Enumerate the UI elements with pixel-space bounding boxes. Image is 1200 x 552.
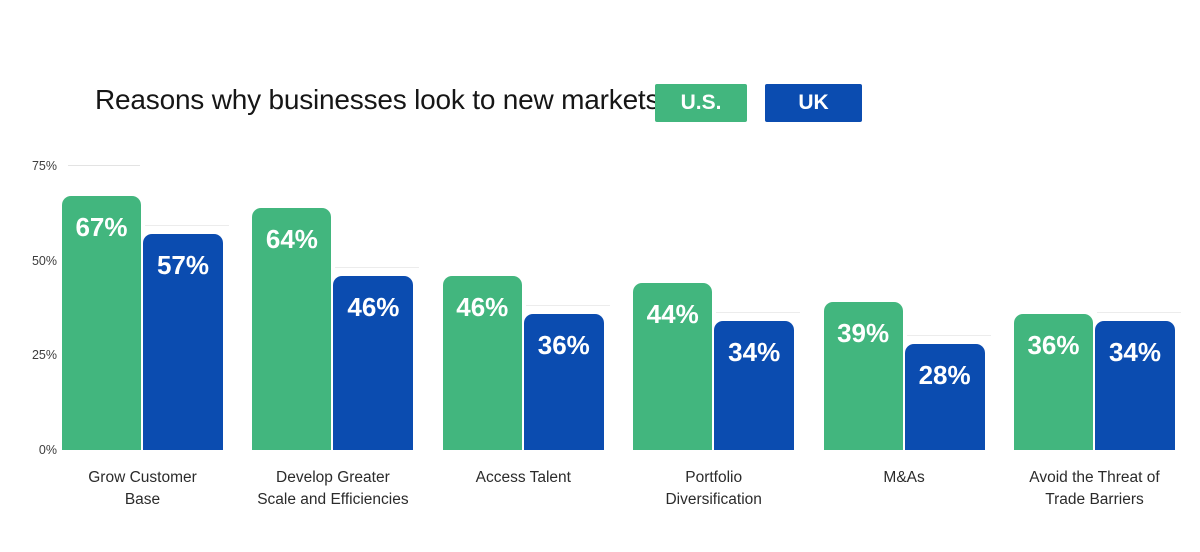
bar-value-label-us: 36% xyxy=(1027,330,1080,360)
y-axis-tick-75: 75% xyxy=(31,159,57,173)
bar-value-label-us: 39% xyxy=(837,318,890,348)
bar-value-label-uk: 46% xyxy=(347,292,400,322)
bar-us-1: 64% xyxy=(252,208,332,450)
bar-value-label-uk: 57% xyxy=(156,250,210,280)
bar-us-4: 39% xyxy=(823,302,903,450)
category-label-line: Portfolio xyxy=(685,469,743,486)
bar-us-5: 36% xyxy=(1014,314,1093,450)
ghost-gridline xyxy=(906,335,991,336)
category-label-line: Develop Greater xyxy=(276,469,390,486)
category-label-2: Access Talent xyxy=(423,467,623,489)
category-label-line: Diversification xyxy=(665,491,762,508)
ghost-gridline xyxy=(716,312,801,313)
bar-us-0: 67% xyxy=(62,196,141,450)
y-axis-tick-50: 50% xyxy=(31,253,57,268)
bar-value-label-us: 44% xyxy=(646,299,699,329)
bar-uk-5: 34% xyxy=(1095,321,1175,450)
category-label-line: Grow Customer xyxy=(88,469,197,486)
category-label-1: Develop Greater Scale and Efficiencies xyxy=(233,467,433,511)
y-axis-tick-0: 0% xyxy=(38,443,57,457)
bar-value-label-us: 64% xyxy=(265,224,318,254)
bar-value-label-uk: 34% xyxy=(1108,337,1162,367)
category-label-line: Scale and Efficiencies xyxy=(257,491,409,508)
bar-value-label-us: 46% xyxy=(456,292,509,322)
category-label-3: Portfolio Diversification xyxy=(614,467,814,511)
legend-item-us[interactable]: U.S. xyxy=(655,84,747,122)
ghost-gridline xyxy=(525,305,610,306)
category-label-0: Grow Customer Base xyxy=(43,467,243,511)
gridline-75 xyxy=(68,165,140,166)
category-label-line: Avoid the Threat of xyxy=(1029,469,1160,486)
category-label-line: Trade Barriers xyxy=(1045,491,1144,508)
bar-value-label-us: 67% xyxy=(75,212,128,242)
legend: U.S. UK xyxy=(655,84,862,122)
bar-value-label-uk: 28% xyxy=(918,360,971,390)
bar-uk-4: 28% xyxy=(904,344,985,450)
bar-us-3: 44% xyxy=(633,283,713,450)
bar-value-label-uk: 36% xyxy=(537,330,590,360)
ghost-gridline xyxy=(145,225,229,226)
chart-title: Reasons why businesses look to new marke… xyxy=(95,84,660,115)
ghost-gridline xyxy=(1097,312,1181,313)
category-label-line: M&As xyxy=(883,469,925,486)
bar-uk-1: 46% xyxy=(333,276,414,450)
bar-us-2: 46% xyxy=(442,276,522,450)
category-label-line: Access Talent xyxy=(475,469,571,486)
bar-value-label-uk: 34% xyxy=(728,337,781,367)
y-axis-tick-25: 25% xyxy=(31,348,57,363)
bar-uk-2: 36% xyxy=(523,314,604,450)
category-label-line: Base xyxy=(124,491,161,508)
category-label-4: M&As xyxy=(804,467,1004,489)
bar-uk-3: 34% xyxy=(714,321,795,450)
bar-uk-0: 57% xyxy=(143,234,223,450)
category-label-5: Avoid the Threat of Trade Barriers xyxy=(995,467,1195,511)
ghost-gridline xyxy=(335,267,420,268)
legend-item-uk[interactable]: UK xyxy=(765,84,862,122)
